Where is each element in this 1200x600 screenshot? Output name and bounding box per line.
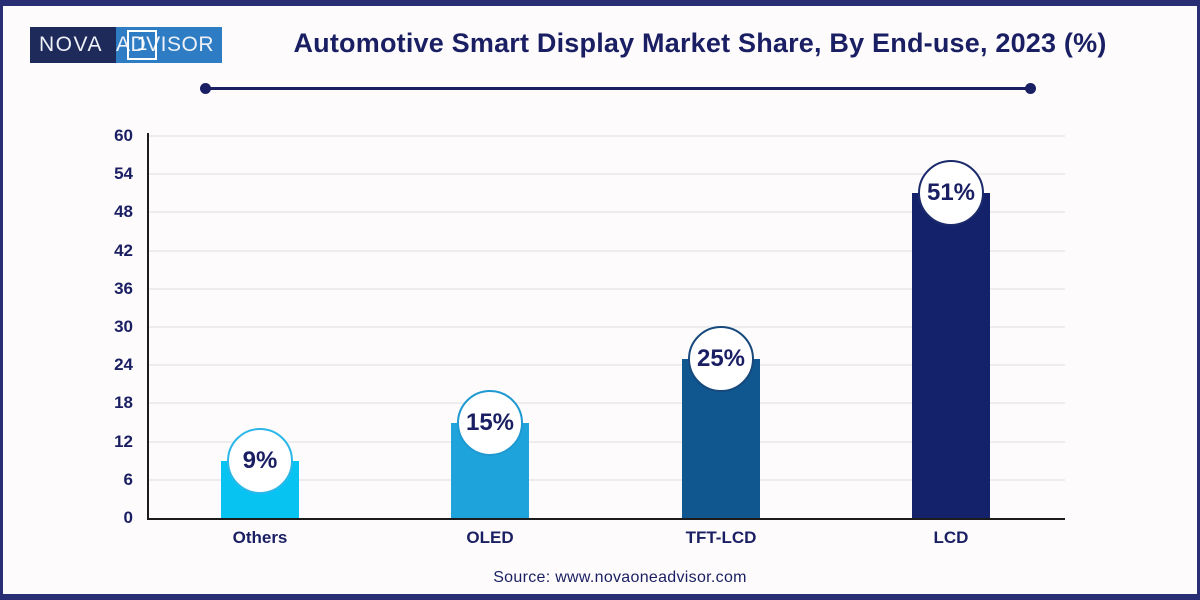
gridline: [149, 440, 1065, 443]
y-axis-label: 36: [114, 278, 133, 298]
x-axis-label-tft-lcd: TFT-LCD: [685, 528, 757, 547]
gridline: [149, 326, 1065, 328]
x-axis-line: [147, 518, 1065, 520]
value-badge-tft-lcd: 25%: [688, 325, 754, 392]
logo-nova-segment: NOVA: [30, 27, 116, 63]
bar-lcd: [912, 193, 990, 518]
gridline: [149, 173, 1065, 176]
x-axis-label-others: Others: [232, 528, 288, 547]
gridline: [149, 287, 1065, 290]
gridline: [149, 211, 1065, 214]
logo-one-box: 1: [127, 30, 157, 60]
value-badge-others: 9%: [227, 427, 293, 494]
y-axis-label: 12: [114, 431, 133, 451]
gridline: [149, 402, 1065, 405]
y-axis-line: [147, 133, 149, 520]
y-axis-label: 54: [114, 164, 133, 184]
y-axis-label: 18: [114, 393, 133, 413]
y-axis-label: 30: [114, 317, 133, 336]
gridline: [149, 364, 1065, 367]
value-badge-lcd: 51%: [918, 160, 984, 227]
y-axis-label: 6: [123, 469, 133, 489]
logo-advisor-segment: ADVISOR: [115, 27, 222, 63]
gridline: [149, 249, 1065, 252]
y-axis-label: 42: [114, 240, 133, 260]
y-axis-label: 60: [114, 126, 133, 145]
y-axis-label: 24: [114, 355, 133, 375]
chart-title: Automotive Smart Display Market Share, B…: [293, 28, 1107, 58]
x-axis-label-lcd: LCD: [933, 528, 969, 547]
value-badge-oled: 15%: [457, 389, 523, 456]
gridline: [149, 135, 1065, 137]
title-underline: [200, 83, 1036, 94]
y-axis-label: 48: [114, 202, 133, 222]
brand-logo: NOVA ADVISOR 1: [30, 27, 222, 63]
y-axis-label: 0: [123, 508, 133, 527]
gridline: [149, 478, 1065, 481]
source-text: Source: www.novaoneadvisor.com: [493, 569, 747, 586]
x-axis-label-oled: OLED: [466, 528, 514, 547]
